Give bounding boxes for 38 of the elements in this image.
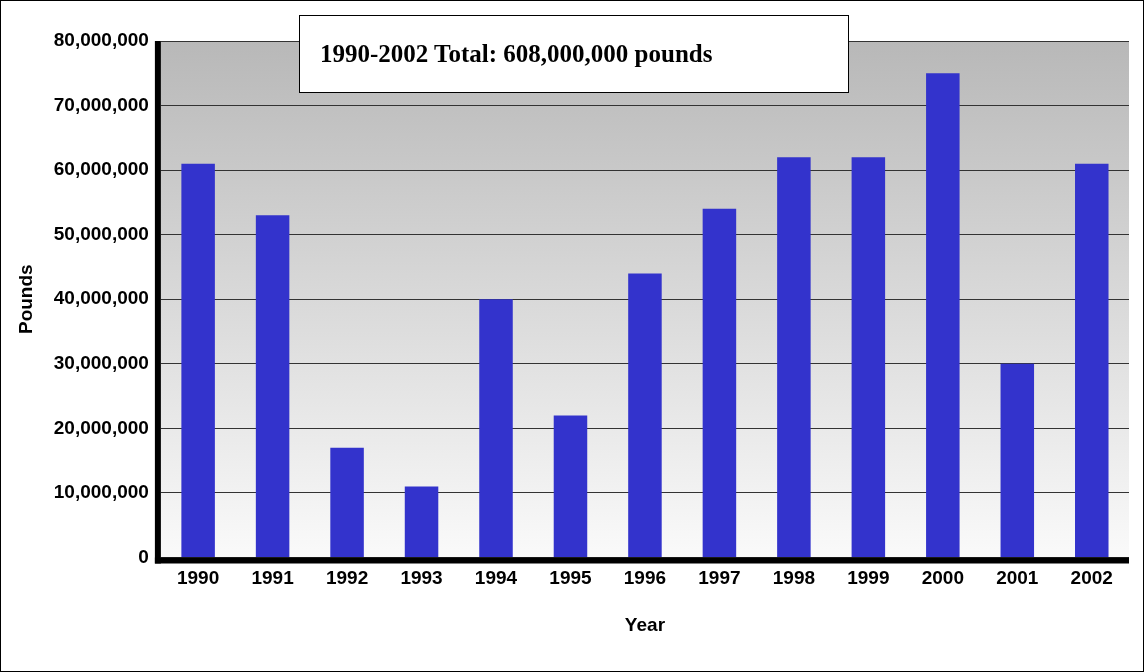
text-box: 1990-2002 Total: 608,000,000 pounds [299,15,849,93]
x-tick-label: 1994 [474,567,518,589]
y-tick-label: 30,000,000 [53,351,149,373]
y-tick-label: 80,000,000 [53,29,149,51]
x-tick-label: 2000 [921,567,964,589]
bar [926,73,960,557]
x-tick-label: 1993 [400,567,443,589]
bar [404,486,439,557]
bar [479,299,513,557]
bar [851,157,886,557]
x-tick-label: 1991 [251,567,295,589]
bar [330,447,364,557]
x-tick-label: 1992 [325,567,369,589]
bar [1000,363,1035,557]
y-tick-label: 40,000,000 [53,287,149,309]
y-tick-label: 70,000,000 [53,93,149,115]
x-tick-label: 1996 [623,567,667,589]
bar [1075,163,1109,557]
y-tick-label: 50,000,000 [53,222,149,244]
y-tick-label: 20,000,000 [53,416,149,438]
bar [181,163,215,557]
bar [777,157,811,557]
y-tick-label: 60,000,000 [53,158,149,180]
x-tick-label: 2002 [1070,567,1113,589]
x-tick-label: 1999 [847,567,890,589]
y-tick-label: 0 [138,545,149,567]
x-tick-label: 1998 [772,567,816,589]
bar [702,208,737,557]
y-tick-label: 10,000,000 [53,481,149,503]
bar [553,415,588,557]
x-tick-label: 1990 [176,567,220,589]
bar [255,215,290,557]
y-axis-title: Pounds [14,264,36,335]
x-tick-label: 1995 [549,567,593,589]
x-axis-title: Year [624,613,666,635]
bar [628,273,662,557]
x-tick-label: 2001 [996,567,1039,589]
x-tick-label: 1997 [698,567,741,589]
